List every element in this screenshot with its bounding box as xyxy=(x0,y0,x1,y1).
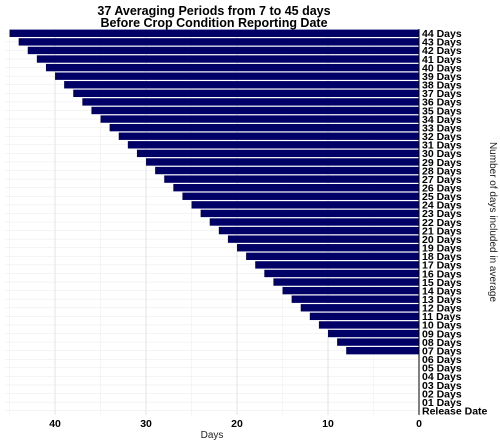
bar xyxy=(164,175,419,183)
row-label: 03 Days xyxy=(422,380,462,392)
chart-title-line-2: Before Crop Condition Reporting Date xyxy=(100,16,327,30)
bar xyxy=(237,244,419,252)
bar xyxy=(55,72,420,80)
bar xyxy=(173,184,419,192)
bars xyxy=(9,29,420,355)
chart-title-line-1: 37 Averaging Periods from 7 to 45 days xyxy=(97,4,330,18)
bar xyxy=(146,158,420,166)
bar xyxy=(309,312,419,321)
bar xyxy=(255,261,419,269)
row-label: 34 Days xyxy=(422,114,462,126)
row-label: 32 Days xyxy=(422,131,462,143)
bar xyxy=(282,286,419,295)
bar xyxy=(155,166,419,175)
x-tick-label: 20 xyxy=(231,418,243,430)
bar xyxy=(300,304,419,312)
row-label: 40 Days xyxy=(422,62,462,74)
row-label: 17 Days xyxy=(422,260,462,272)
row-label: 12 Days xyxy=(422,303,462,315)
bar xyxy=(18,38,420,46)
row-label: 08 Days xyxy=(422,337,462,349)
bar xyxy=(191,201,419,209)
bar xyxy=(136,149,419,158)
row-label: 20 Days xyxy=(422,234,462,246)
row-label: 39 Days xyxy=(422,71,462,83)
y-axis-title: Number of days included in average xyxy=(487,142,498,303)
row-label: 15 Days xyxy=(422,277,462,289)
row-label: 38 Days xyxy=(422,80,462,92)
row-label: 30 Days xyxy=(422,148,462,160)
x-tick-label: 30 xyxy=(140,418,152,430)
x-tick-label: 10 xyxy=(322,418,334,430)
row-label: 42 Days xyxy=(422,45,462,57)
row-label: 35 Days xyxy=(422,105,462,117)
bar xyxy=(64,81,420,89)
row-label: 43 Days xyxy=(422,37,462,49)
bar xyxy=(337,338,419,346)
bar xyxy=(182,192,419,200)
row-label: 09 Days xyxy=(422,328,462,340)
bar xyxy=(227,235,419,243)
row-label: 07 Days xyxy=(422,345,462,357)
bar xyxy=(246,252,419,260)
bar xyxy=(200,209,419,218)
bar xyxy=(346,346,419,355)
row-label: 44 Days xyxy=(422,28,462,40)
bar xyxy=(328,329,419,338)
bar xyxy=(209,218,419,226)
row-label: 23 Days xyxy=(422,208,462,220)
row-label: 02 Days xyxy=(422,388,462,400)
bar xyxy=(118,132,419,140)
bar xyxy=(91,106,419,115)
row-label: 31 Days xyxy=(422,140,462,152)
row-label: 26 Days xyxy=(422,182,462,194)
row-label: 06 Days xyxy=(422,354,462,366)
bar xyxy=(73,89,419,98)
x-tick-labels: 0 10 20 30 40 xyxy=(49,418,422,430)
row-label: 36 Days xyxy=(422,97,462,109)
bar xyxy=(82,98,419,106)
row-label: 33 Days xyxy=(422,122,462,134)
row-label: 16 Days xyxy=(422,268,462,280)
bar xyxy=(9,29,420,37)
x-tick-label: 0 xyxy=(416,418,422,430)
bar xyxy=(264,269,419,278)
row-label: 41 Days xyxy=(422,54,462,66)
row-label: 10 Days xyxy=(422,320,462,332)
row-label: 37 Days xyxy=(422,88,462,100)
row-label: 21 Days xyxy=(422,225,462,237)
row-label: 11 Days xyxy=(422,311,461,323)
row-label: 27 Days xyxy=(422,174,462,186)
row-label: 14 Days xyxy=(422,285,462,297)
bar xyxy=(100,115,420,123)
row-label: 29 Days xyxy=(422,157,462,169)
bar xyxy=(45,63,419,72)
bar xyxy=(318,321,419,329)
bar xyxy=(27,46,419,55)
row-label: 24 Days xyxy=(422,200,462,212)
row-label: 22 Days xyxy=(422,217,462,229)
bar xyxy=(127,141,419,149)
row-label: 19 Days xyxy=(422,243,462,255)
row-label: 28 Days xyxy=(422,165,462,177)
x-tick-label: 40 xyxy=(49,418,61,430)
bar xyxy=(218,226,419,235)
row-label: 13 Days xyxy=(422,294,462,306)
bar xyxy=(291,295,419,303)
row-label: 04 Days xyxy=(422,371,462,383)
row-label: 01 Days xyxy=(422,397,462,409)
row-label: 05 Days xyxy=(422,363,462,375)
bar xyxy=(36,55,419,63)
bar xyxy=(273,278,419,286)
row-label: 25 Days xyxy=(422,191,462,203)
row-label: Release Date xyxy=(422,406,488,418)
row-label: 18 Days xyxy=(422,251,462,263)
x-axis-title: Days xyxy=(201,430,224,441)
bar xyxy=(109,123,419,132)
